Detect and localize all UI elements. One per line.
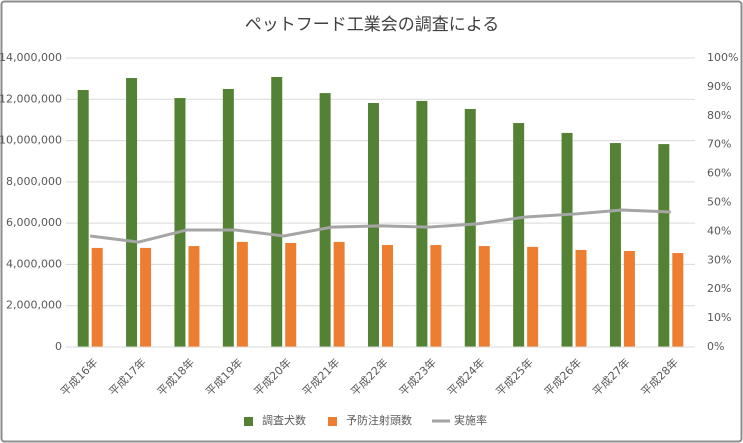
bar — [672, 253, 684, 347]
y-tick-label: 4,000,000 — [6, 257, 62, 270]
bar — [527, 246, 539, 347]
y2-tick-label: 10% — [707, 311, 731, 324]
y2-tick-label: 90% — [707, 80, 731, 93]
y-tick-label: 12,000,000 — [0, 92, 62, 105]
bar — [658, 144, 670, 347]
bar — [319, 93, 331, 347]
bar — [91, 247, 103, 347]
y2-tick-label: 50% — [707, 196, 731, 209]
bar — [609, 143, 621, 347]
y2-tick-label: 100% — [707, 51, 738, 64]
bar — [236, 241, 248, 347]
bar — [188, 246, 200, 347]
bar — [77, 89, 89, 347]
bar — [222, 88, 234, 347]
bar — [271, 76, 283, 348]
legend-swatch — [328, 417, 337, 426]
y-tick-label: 14,000,000 — [0, 51, 62, 64]
bar — [285, 242, 297, 347]
bar — [478, 246, 490, 347]
bar — [464, 108, 476, 347]
y-tick-label: 0 — [55, 340, 62, 353]
y2-tick-label: 0% — [707, 340, 724, 353]
bar — [623, 251, 635, 347]
line — [90, 208, 671, 244]
y-tick-label: 8,000,000 — [6, 175, 62, 188]
y2-tick-label: 70% — [707, 138, 731, 151]
bar — [126, 78, 138, 348]
y-tick-label: 2,000,000 — [6, 299, 62, 312]
bar — [513, 123, 525, 348]
y2-tick-label: 30% — [707, 253, 731, 266]
bar — [140, 247, 152, 347]
y-tick-label: 6,000,000 — [6, 216, 62, 229]
bar — [382, 245, 393, 347]
legend-swatch — [244, 417, 253, 426]
y-tick-label: 10,000,000 — [0, 134, 62, 147]
bar — [416, 100, 428, 348]
bar — [174, 98, 186, 347]
y2-tick-label: 60% — [707, 167, 731, 180]
legend-label: 実施率 — [454, 413, 487, 427]
y2-tick-label: 20% — [707, 282, 731, 295]
y2-tick-label: 80% — [707, 109, 731, 122]
y2-tick-label: 40% — [707, 224, 731, 237]
legend-label: 調査犬数 — [262, 413, 306, 427]
bar — [333, 241, 345, 347]
legend-label: 予防注射頭数 — [346, 413, 412, 427]
bar — [561, 132, 573, 347]
bar — [575, 249, 587, 347]
chart-title: ペットフード工業会の調査による — [245, 15, 500, 35]
bar — [430, 245, 442, 347]
